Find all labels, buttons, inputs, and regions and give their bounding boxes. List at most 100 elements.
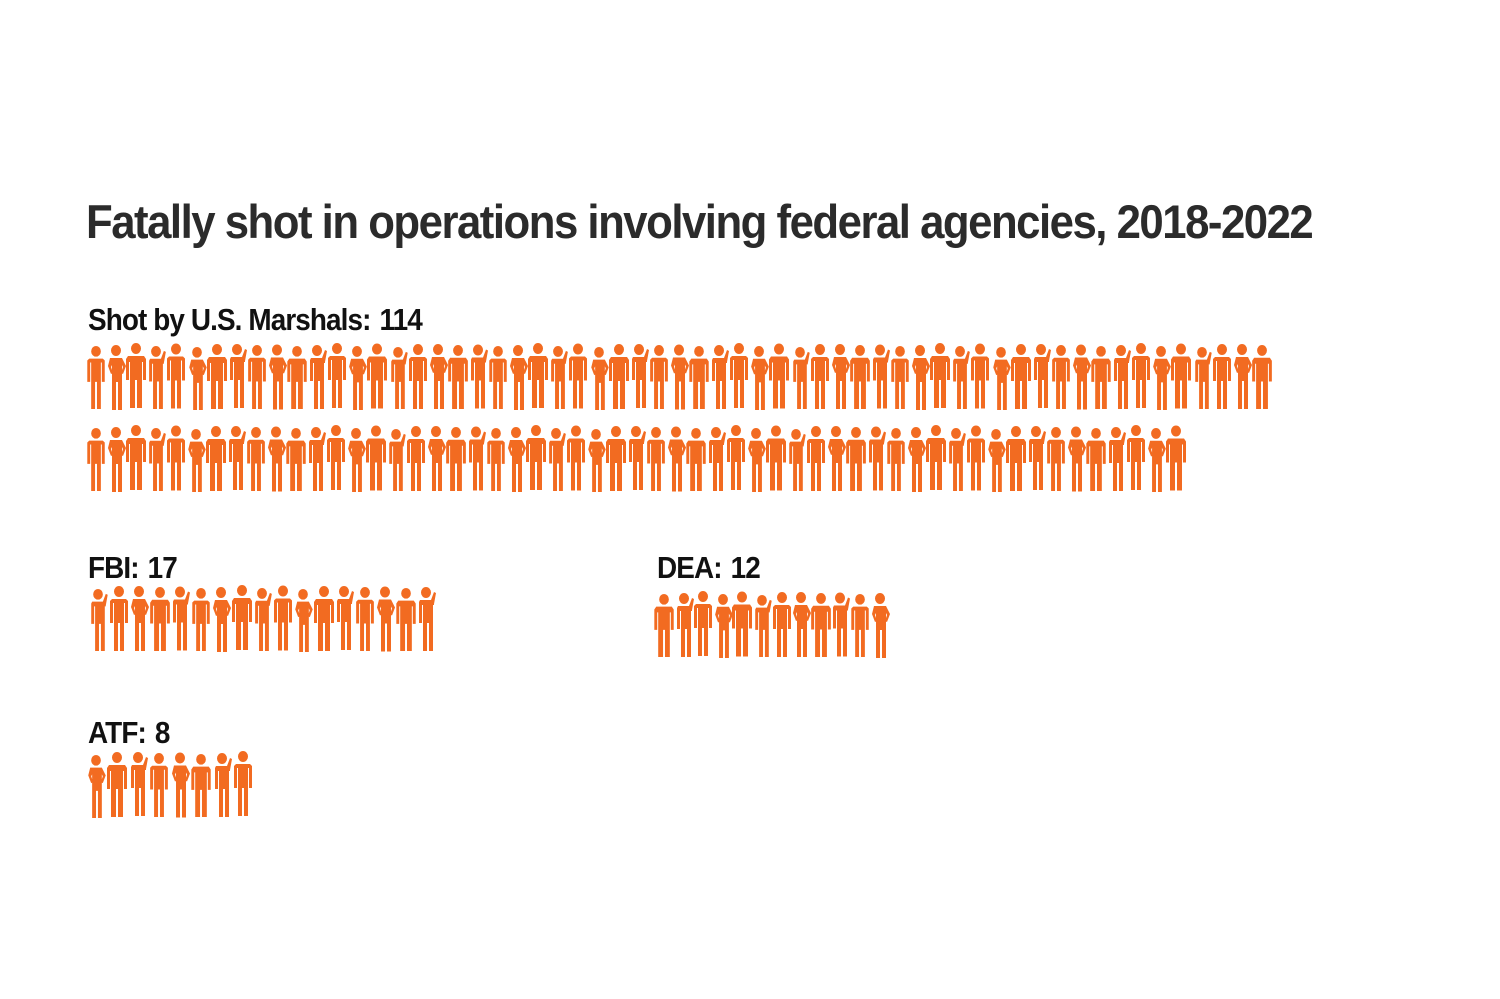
person-icon bbox=[793, 592, 812, 657]
person-mark bbox=[1251, 345, 1272, 410]
person-icon bbox=[191, 754, 211, 818]
person-mark bbox=[1091, 346, 1111, 410]
person-mark bbox=[872, 344, 890, 409]
person-mark bbox=[349, 345, 368, 410]
person-mark bbox=[91, 588, 108, 652]
person-mark bbox=[769, 343, 790, 409]
person-mark bbox=[926, 425, 946, 490]
person-icon bbox=[287, 346, 307, 410]
person-icon bbox=[810, 344, 829, 409]
person-mark bbox=[313, 586, 334, 651]
person-mark bbox=[772, 592, 791, 657]
person-icon bbox=[149, 427, 166, 492]
person-mark bbox=[732, 591, 753, 657]
person-mark bbox=[268, 344, 287, 410]
person-mark bbox=[912, 345, 931, 410]
person-mark bbox=[551, 345, 569, 410]
person-icon bbox=[833, 592, 851, 657]
person-mark bbox=[1006, 426, 1026, 491]
person-mark bbox=[377, 586, 395, 652]
person-mark bbox=[428, 426, 446, 491]
person-icon bbox=[355, 587, 374, 652]
person-icon bbox=[167, 425, 185, 491]
person-icon bbox=[869, 426, 886, 491]
person-mark bbox=[1109, 427, 1126, 491]
person-icon bbox=[712, 345, 730, 409]
person-mark bbox=[631, 344, 649, 408]
person-mark bbox=[188, 346, 207, 410]
person-mark bbox=[295, 588, 313, 652]
person-mark bbox=[1072, 344, 1091, 410]
person-icon bbox=[953, 345, 971, 410]
person-mark bbox=[1153, 345, 1172, 410]
person-mark bbox=[755, 594, 772, 658]
person-icon bbox=[1233, 344, 1252, 409]
person-icon bbox=[649, 345, 668, 410]
person-mark bbox=[172, 752, 190, 818]
person-icon bbox=[1114, 345, 1132, 409]
person-mark bbox=[590, 346, 609, 410]
person-icon bbox=[313, 586, 334, 651]
person-mark bbox=[1194, 346, 1212, 410]
person-icon bbox=[689, 346, 709, 410]
person-icon bbox=[167, 343, 186, 409]
person-mark bbox=[649, 345, 668, 410]
person-icon bbox=[670, 344, 689, 410]
person-mark bbox=[327, 425, 345, 490]
person-icon bbox=[912, 345, 931, 410]
person-icon bbox=[526, 425, 546, 490]
person-icon bbox=[1153, 345, 1172, 410]
person-mark bbox=[887, 428, 905, 492]
person-mark bbox=[131, 752, 148, 816]
person-icon bbox=[229, 426, 246, 490]
person-icon bbox=[1194, 346, 1212, 410]
person-mark bbox=[528, 343, 549, 408]
person-icon bbox=[766, 425, 786, 491]
person-mark bbox=[766, 425, 786, 491]
person-mark bbox=[869, 426, 886, 491]
person-mark bbox=[255, 587, 272, 652]
person-icon bbox=[149, 587, 170, 652]
person-mark bbox=[1047, 427, 1065, 492]
person-mark bbox=[668, 426, 686, 492]
person-icon bbox=[131, 586, 149, 651]
person-mark bbox=[487, 428, 505, 492]
person-icon bbox=[1033, 344, 1051, 408]
person-icon bbox=[408, 344, 427, 409]
person-icon bbox=[588, 428, 606, 492]
person-mark bbox=[447, 345, 468, 410]
person-mark bbox=[871, 593, 890, 658]
person-mark bbox=[567, 425, 585, 491]
person-mark bbox=[215, 753, 232, 817]
group-label-dea: DEA: 12 bbox=[657, 550, 761, 586]
person-mark bbox=[469, 426, 486, 491]
person-mark bbox=[1051, 345, 1070, 410]
person-mark bbox=[1068, 426, 1086, 492]
person-icon bbox=[654, 594, 674, 658]
person-mark bbox=[88, 754, 106, 818]
person-mark bbox=[588, 428, 606, 492]
person-icon bbox=[407, 426, 425, 491]
person-icon bbox=[229, 344, 247, 408]
person-icon bbox=[131, 752, 148, 816]
person-icon bbox=[908, 427, 926, 492]
person-mark bbox=[967, 425, 985, 491]
person-icon bbox=[551, 345, 569, 410]
person-mark bbox=[1166, 425, 1186, 491]
person-icon bbox=[1006, 426, 1026, 491]
person-mark bbox=[150, 753, 168, 818]
person-icon bbox=[108, 345, 127, 410]
person-mark bbox=[328, 343, 347, 408]
person-mark bbox=[508, 427, 526, 492]
person-mark bbox=[229, 426, 246, 490]
person-mark bbox=[930, 343, 951, 408]
group-label-fbi: FBI: 17 bbox=[88, 550, 178, 586]
label-text: ATF: bbox=[88, 715, 147, 750]
person-icon bbox=[727, 425, 745, 490]
label-text: DEA: bbox=[657, 550, 723, 585]
value-text: 12 bbox=[730, 550, 761, 585]
person-icon bbox=[88, 754, 106, 818]
group-label-marshals: Shot by U.S. Marshals: 114 bbox=[88, 302, 423, 338]
person-icon bbox=[470, 344, 488, 409]
value-text: 17 bbox=[147, 550, 178, 585]
